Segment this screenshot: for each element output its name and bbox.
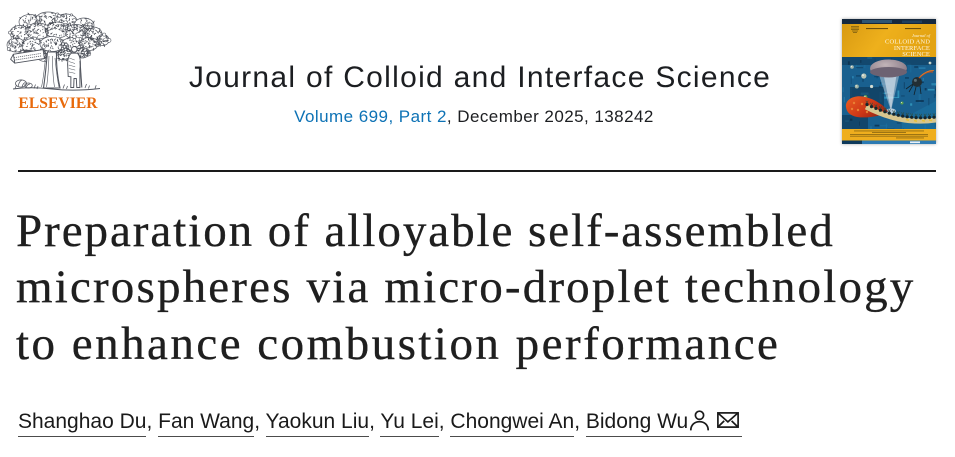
svg-text:SCIENCE: SCIENCE: [902, 51, 930, 58]
svg-text:COLLOID AND: COLLOID AND: [885, 39, 930, 46]
svg-text:INTERFACE: INTERFACE: [894, 45, 930, 52]
svg-text:Journal of: Journal of: [912, 33, 931, 38]
